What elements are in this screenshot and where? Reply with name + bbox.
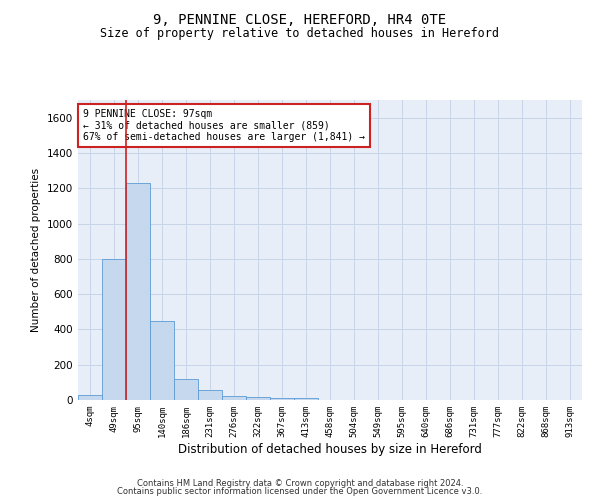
- Bar: [126, 183, 150, 400]
- Bar: [78, 394, 102, 400]
- Bar: [102, 259, 126, 400]
- Bar: [294, 398, 318, 400]
- Text: Contains HM Land Registry data © Crown copyright and database right 2024.: Contains HM Land Registry data © Crown c…: [137, 478, 463, 488]
- Y-axis label: Number of detached properties: Number of detached properties: [31, 168, 41, 332]
- Text: 9 PENNINE CLOSE: 97sqm
← 31% of detached houses are smaller (859)
67% of semi-de: 9 PENNINE CLOSE: 97sqm ← 31% of detached…: [83, 109, 365, 142]
- Bar: [150, 320, 174, 400]
- Bar: [222, 396, 246, 400]
- Bar: [270, 398, 294, 400]
- Bar: [198, 390, 222, 400]
- Bar: [174, 379, 198, 400]
- Bar: [246, 398, 270, 400]
- X-axis label: Distribution of detached houses by size in Hereford: Distribution of detached houses by size …: [178, 442, 482, 456]
- Text: Contains public sector information licensed under the Open Government Licence v3: Contains public sector information licen…: [118, 487, 482, 496]
- Text: Size of property relative to detached houses in Hereford: Size of property relative to detached ho…: [101, 28, 499, 40]
- Text: 9, PENNINE CLOSE, HEREFORD, HR4 0TE: 9, PENNINE CLOSE, HEREFORD, HR4 0TE: [154, 12, 446, 26]
